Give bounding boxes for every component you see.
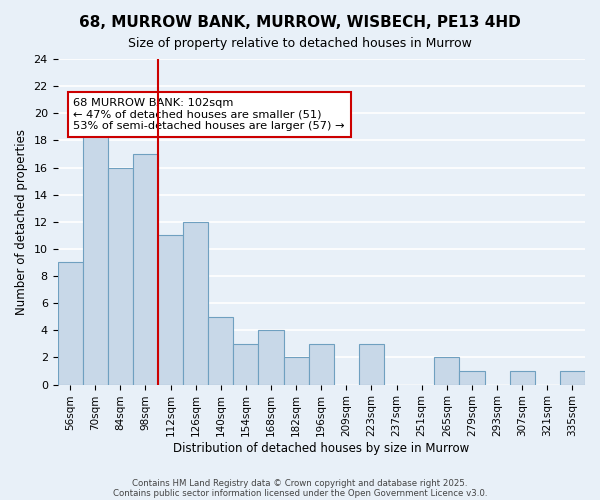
Bar (83, 127, 108, 384)
Bar (434, 358, 460, 384)
Text: 68, MURROW BANK, MURROW, WISBECH, PE13 4HD: 68, MURROW BANK, MURROW, WISBECH, PE13 4… (79, 15, 521, 30)
X-axis label: Distribution of detached houses by size in Murrow: Distribution of detached houses by size … (173, 442, 469, 455)
Bar (208, 317, 233, 384)
Bar (133, 154, 158, 384)
Bar (509, 371, 535, 384)
Text: Contains HM Land Registry data © Crown copyright and database right 2025.: Contains HM Land Registry data © Crown c… (132, 478, 468, 488)
Bar (158, 236, 183, 384)
Bar (233, 344, 259, 385)
Bar (259, 330, 284, 384)
Text: Size of property relative to detached houses in Murrow: Size of property relative to detached ho… (128, 38, 472, 51)
Y-axis label: Number of detached properties: Number of detached properties (15, 129, 28, 315)
Bar (560, 371, 585, 384)
Bar (108, 168, 133, 384)
Bar (183, 222, 208, 384)
Bar (309, 344, 334, 385)
Text: Contains public sector information licensed under the Open Government Licence v3: Contains public sector information licen… (113, 488, 487, 498)
Bar (58, 262, 83, 384)
Text: 68 MURROW BANK: 102sqm
← 47% of detached houses are smaller (51)
53% of semi-det: 68 MURROW BANK: 102sqm ← 47% of detached… (73, 98, 345, 132)
Bar (284, 358, 309, 384)
Bar (359, 344, 384, 385)
Bar (460, 371, 485, 384)
